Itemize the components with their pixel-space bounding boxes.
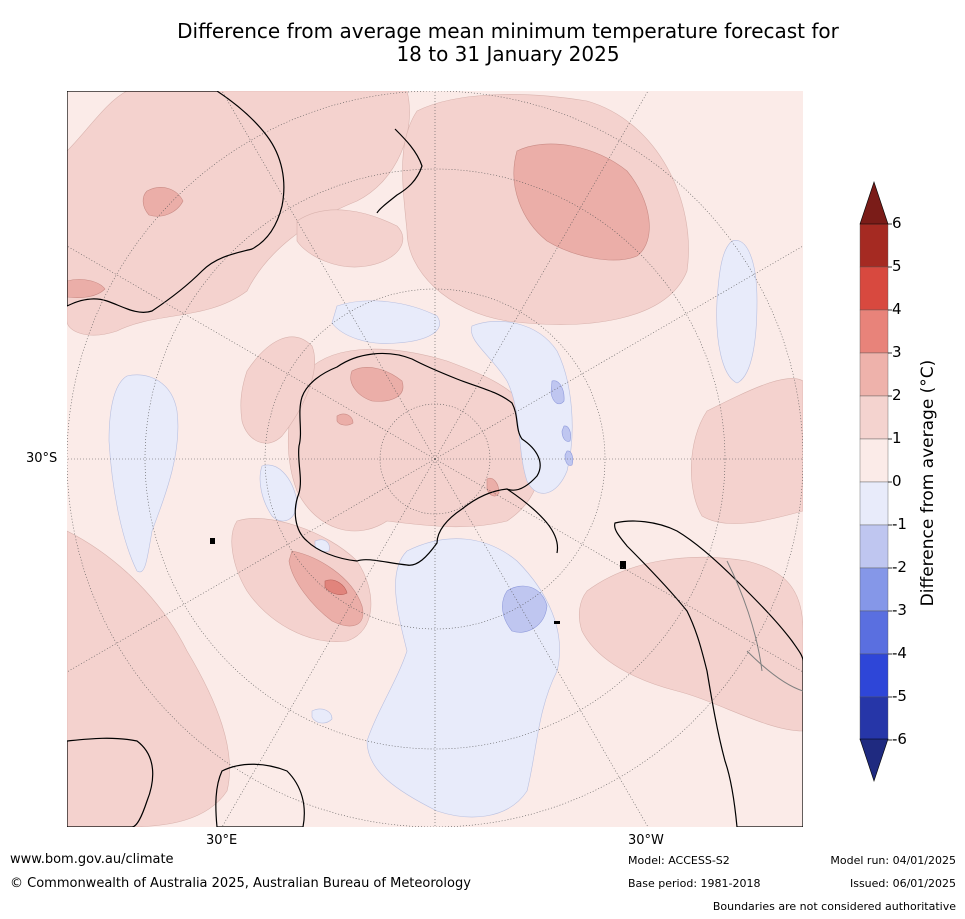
cool-region-small-1 (311, 708, 333, 724)
colorbar (855, 180, 965, 785)
cool-core-south-atlantic (502, 585, 548, 633)
warm-region-south-atlantic (578, 557, 803, 732)
africa-coastline (67, 737, 154, 827)
chart-title: Difference from average mean minimum tem… (60, 20, 956, 66)
cool-core-weddell-1 (550, 380, 565, 405)
colorbar-segment (859, 352, 889, 397)
colorbar-segment (859, 223, 889, 268)
footer-website[interactable]: www.bom.gov.au/climate (10, 852, 174, 867)
south-america-coastline (614, 520, 803, 827)
warm-region-antarctica (288, 348, 542, 532)
cool-region-kerguelen (259, 464, 298, 522)
cool-region-west-indian (108, 374, 179, 573)
colorbar-segment (859, 309, 889, 354)
warm-hotspot-indian (324, 579, 348, 595)
meridian-11 (434, 458, 649, 827)
graticule-lat-40 (144, 168, 726, 750)
lat-label-30s: 30°S (26, 451, 58, 466)
cool-region-ross (331, 300, 440, 344)
colorbar-tick-label: 6 (892, 214, 902, 232)
madagascar-coastline (215, 763, 305, 827)
colorbar-segment (859, 438, 889, 483)
island-falklands (620, 561, 626, 569)
anomaly-cool-1-2 (502, 380, 574, 633)
footer-disclaimer: Boundaries are not considered authoritat… (712, 900, 956, 913)
colorbar-tick-label: 5 (892, 257, 902, 275)
cool-region-southern-atlantic (366, 538, 560, 818)
warm-core-west (67, 279, 106, 299)
colorbar-segment (859, 567, 889, 612)
meridian-8 (67, 458, 436, 673)
colorbar-segment (859, 610, 889, 655)
small-islands (210, 538, 626, 624)
colorbar-svg (859, 181, 892, 782)
colorbar-tick-label: 0 (892, 472, 902, 490)
colorbar-tick-label: -6 (892, 730, 907, 748)
colorbar-tick-label: -4 (892, 644, 907, 662)
colorbar-under-arrow (859, 738, 889, 782)
new-zealand-coastline (376, 128, 423, 214)
island-south-georgia (554, 621, 560, 624)
colorbar-segment (859, 524, 889, 569)
colorbar-tick-label: -2 (892, 558, 907, 576)
lon-label-30e: 30°E (206, 833, 238, 848)
colorbar-tick-label: 2 (892, 386, 902, 404)
colorbar-segments (859, 223, 889, 741)
forecast-map[interactable] (67, 91, 803, 827)
title-line-1: Difference from average mean minimum tem… (177, 19, 839, 43)
footer-copyright: © Commonwealth of Australia 2025, Austra… (10, 876, 471, 891)
meridian-4 (67, 245, 436, 460)
warm-core-antarctic (350, 367, 404, 402)
colorbar-segment (859, 266, 889, 311)
warm-core-northwest (142, 187, 184, 217)
cool-core-weddell-3 (564, 450, 574, 466)
map-svg (67, 91, 803, 827)
footer-model: Model: ACCESS-S2 (628, 854, 730, 867)
meridian-2 (221, 91, 436, 460)
meridian-9 (434, 458, 803, 673)
warm-core-pacific (513, 143, 650, 261)
cool-region-drake (471, 321, 573, 494)
colorbar-segment (859, 696, 889, 741)
colorbar-tick-label: -5 (892, 687, 907, 705)
graticule (67, 91, 803, 827)
footer-model-run: Model run: 04/01/2025 (830, 854, 956, 867)
antarctica-coastline (294, 352, 541, 566)
warm-region-east-pacific (691, 378, 803, 524)
cool-core-weddell-2 (561, 425, 571, 442)
lon-label-30w: 30°W (628, 833, 664, 848)
title-line-2: 18 to 31 January 2025 (396, 42, 620, 66)
footer-issued: Issued: 06/01/2025 (849, 877, 956, 890)
australia-coastline (67, 91, 285, 313)
colorbar-over-arrow (859, 181, 889, 225)
colorbar-tick-label: -1 (892, 515, 907, 533)
antarctic-peninsula-coastline (506, 488, 559, 554)
warm-region-south-indian-2 (240, 336, 315, 444)
meridian-10 (221, 458, 436, 827)
colorbar-segment (859, 481, 889, 526)
colorbar-segment (859, 395, 889, 440)
meridian-3 (434, 91, 649, 460)
meridian-5 (434, 245, 803, 460)
colorbar-segment (859, 653, 889, 698)
anomaly-warm-3-4 (324, 579, 348, 595)
colorbar-tick-label: 3 (892, 343, 902, 361)
graticule-lat-60 (264, 288, 606, 630)
colorbar-tick-label: 1 (892, 429, 902, 447)
south-america-borders (726, 560, 803, 692)
cool-region-east-pacific (716, 240, 758, 384)
warm-region-east-africa (296, 209, 404, 268)
footer-base-period: Base period: 1981-2018 (628, 877, 761, 890)
colorbar-tick-label: -3 (892, 601, 907, 619)
island-kerguelen (210, 538, 215, 544)
colorbar-title-text: Difference from average (°C) (918, 359, 938, 607)
warm-region-west (67, 530, 230, 827)
warm-core-small (336, 413, 354, 426)
colorbar-tick-label: 4 (892, 300, 902, 318)
colorbar-tick-marks (888, 223, 892, 741)
